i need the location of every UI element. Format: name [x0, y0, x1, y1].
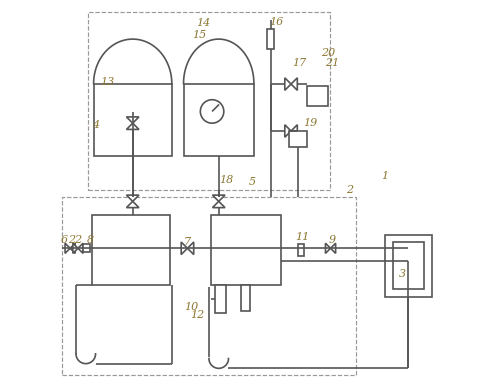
Polygon shape — [188, 242, 194, 255]
Text: 7: 7 — [184, 237, 191, 248]
Polygon shape — [78, 243, 83, 253]
Text: 19: 19 — [304, 118, 318, 128]
Polygon shape — [291, 78, 298, 90]
Polygon shape — [285, 78, 291, 90]
Bar — [184, 84, 254, 156]
Text: 6: 6 — [60, 235, 68, 246]
Bar — [385, 235, 432, 297]
Bar — [240, 285, 250, 311]
Bar — [84, 244, 89, 252]
Polygon shape — [126, 201, 139, 208]
Bar — [211, 215, 282, 285]
Bar — [92, 215, 170, 285]
Polygon shape — [285, 125, 291, 137]
Polygon shape — [330, 243, 336, 253]
Text: 17: 17 — [292, 57, 306, 68]
Text: 5: 5 — [248, 177, 256, 187]
Text: 20: 20 — [321, 48, 336, 58]
Text: 13: 13 — [100, 77, 114, 87]
Text: 3: 3 — [399, 269, 406, 279]
Text: 18: 18 — [220, 175, 234, 185]
Polygon shape — [73, 243, 78, 253]
Text: 16: 16 — [270, 16, 283, 27]
Polygon shape — [212, 195, 225, 201]
Polygon shape — [291, 125, 298, 137]
Polygon shape — [70, 243, 75, 253]
Polygon shape — [65, 243, 70, 253]
Text: 22: 22 — [68, 235, 82, 246]
Text: 2: 2 — [346, 185, 354, 195]
Text: 21: 21 — [325, 57, 339, 68]
Polygon shape — [181, 242, 188, 255]
Bar — [392, 242, 424, 289]
Bar — [215, 285, 226, 313]
Text: 9: 9 — [328, 235, 336, 246]
Bar — [306, 86, 328, 106]
Bar — [289, 131, 306, 147]
Polygon shape — [212, 201, 225, 208]
Text: 4: 4 — [92, 120, 99, 130]
Text: 10: 10 — [184, 302, 198, 312]
Polygon shape — [126, 117, 139, 123]
Text: 15: 15 — [192, 30, 206, 40]
Text: 14: 14 — [196, 18, 210, 29]
Bar — [62, 197, 356, 375]
Polygon shape — [126, 123, 139, 129]
Polygon shape — [126, 195, 139, 201]
Bar — [88, 12, 330, 190]
Text: 8: 8 — [87, 235, 94, 246]
Polygon shape — [326, 243, 330, 253]
Text: 1: 1 — [382, 171, 388, 181]
Text: 11: 11 — [295, 231, 309, 242]
Bar — [94, 84, 172, 156]
Bar — [267, 29, 274, 49]
Text: 12: 12 — [190, 310, 204, 320]
Bar — [298, 244, 304, 256]
